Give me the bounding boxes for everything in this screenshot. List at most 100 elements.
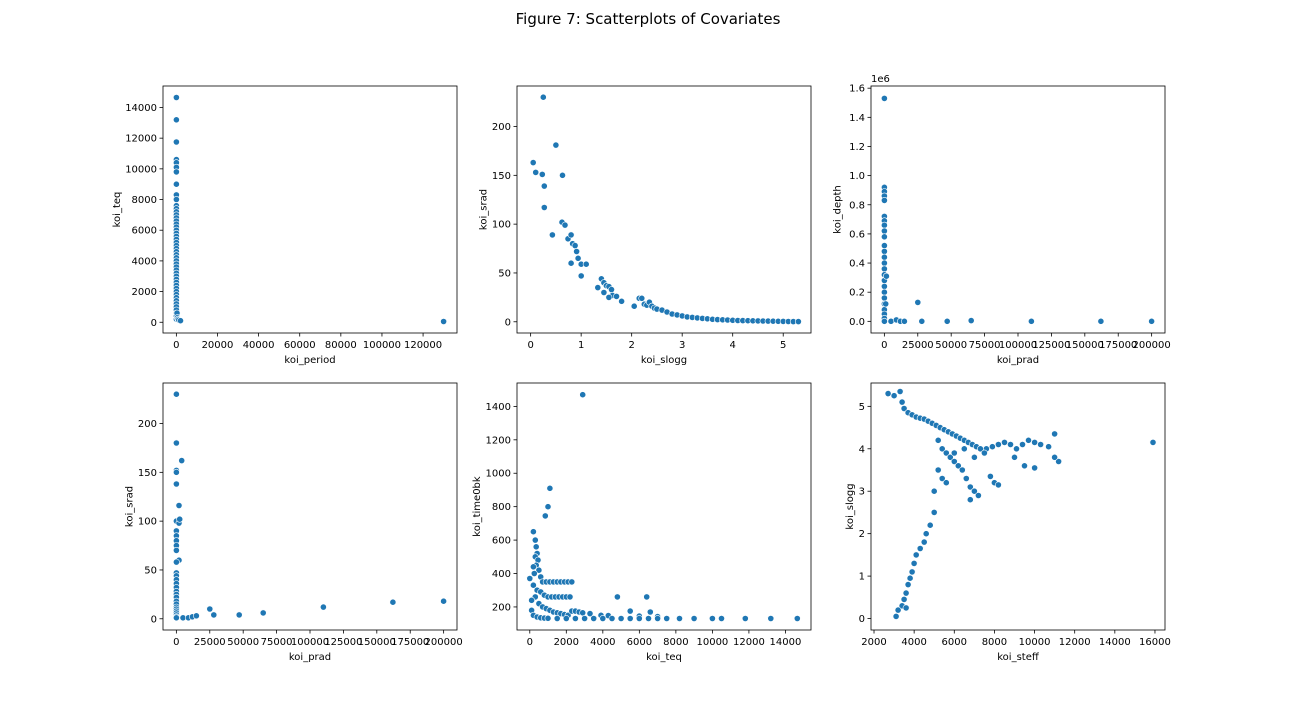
x-tick-label: 100000 [363,340,401,351]
data-point [618,297,625,305]
x-axis-label: koi_steff [997,652,1040,663]
data-point [1011,453,1018,461]
scatter-points [881,95,1155,325]
data-point [962,475,970,482]
data-point [1031,438,1038,446]
y-tick-label: 600 [492,536,511,547]
data-point [900,405,908,412]
x-tick-label: 50000 [935,340,967,351]
x-tick-label: 25000 [902,340,934,351]
axes-frame [162,382,458,631]
y-tick-label: 6000 [132,226,157,237]
x-tick-label: 0 [527,637,533,648]
data-point [577,272,585,280]
x-tick-label: 120000 [404,340,442,351]
x-tick-label: 125000 [324,637,362,648]
data-point [898,398,906,406]
y-tick-label: 1200 [486,435,511,446]
data-point [930,509,938,516]
x-tick-label: 20000 [202,340,234,351]
y-tick-label: 200 [492,602,511,613]
data-point [573,248,580,255]
data-point [934,436,942,444]
data-point [549,231,556,239]
data-point [531,536,539,544]
data-point [1028,317,1035,325]
data-point [654,615,661,622]
y-axis-label: koi_time0bk [472,476,483,537]
data-point [177,317,184,325]
x-tick-label: 6000 [627,637,652,648]
data-point [172,468,180,476]
data-point [995,441,1002,448]
data-point [676,615,683,622]
data-point [767,615,775,622]
data-point [793,615,801,622]
data-point [881,242,888,249]
y-tick-label: 50 [498,268,511,279]
data-point [579,391,587,399]
y-tick-label: 0.2 [849,288,865,299]
y-axis-label: koi_srad [478,189,489,230]
subplot-4: 0 25000 50000 75000100000125000150000175000… [124,382,463,663]
x-tick-label: 75000 [969,340,1001,351]
x-tick-label: 175000 [1099,340,1137,351]
data-point [389,598,397,606]
x-tick-label: 4000 [590,637,615,648]
x-tick-label: 200000 [425,637,463,648]
data-point [530,528,537,536]
data-point [926,521,934,529]
x-tick-label: 100000 [291,637,329,648]
x-tick-label: 1 [578,340,584,351]
data-point [178,457,186,464]
data-point [1055,458,1062,465]
data-point [881,282,888,290]
subplot-6: 2000 4000 6000 8000 10000 12000 14000 16000 0 1 2 3… [845,382,1171,663]
data-point [1045,443,1052,451]
x-tick-label: 2 [628,340,634,351]
data-point [881,196,888,204]
data-point [172,168,180,176]
data-point [605,293,613,301]
data-point [559,171,566,179]
data-point [934,466,942,474]
data-point [566,593,574,601]
data-point [172,614,180,622]
scatter-points [172,94,447,325]
axes-frame [870,382,1166,631]
data-point [608,615,616,622]
y-tick-label: 2000 [132,287,157,298]
x-tick-label: 8000 [663,637,688,648]
data-point [912,551,920,559]
data-point [896,388,904,395]
data-point [172,180,180,188]
data-point [594,284,602,291]
data-point [617,615,625,622]
data-point [900,596,908,603]
x-axis-label: koi_teq [646,652,682,663]
x-tick-label: 4000 [901,637,926,648]
data-point [608,286,615,293]
data-point [626,615,634,622]
data-point [530,581,537,589]
y-tick-label: 200 [138,419,157,430]
x-tick-label: 150000 [1066,340,1104,351]
y-tick-label: 0 [859,614,865,625]
data-point [904,581,912,588]
data-point [645,615,652,622]
data-point [544,614,552,622]
x-tick-label: 14000 [1099,637,1131,648]
data-point [1149,438,1157,446]
data-point [614,593,621,601]
data-point [552,141,560,149]
data-point [319,603,327,611]
x-tick-label: 0 [881,340,887,351]
data-point [894,606,902,614]
x-tick-label: 16000 [1139,637,1171,648]
data-point [881,317,888,325]
data-point [581,615,588,622]
y-tick-label: 0 [151,614,157,625]
data-point [1097,317,1105,325]
y-tick-label: 10000 [125,164,157,175]
